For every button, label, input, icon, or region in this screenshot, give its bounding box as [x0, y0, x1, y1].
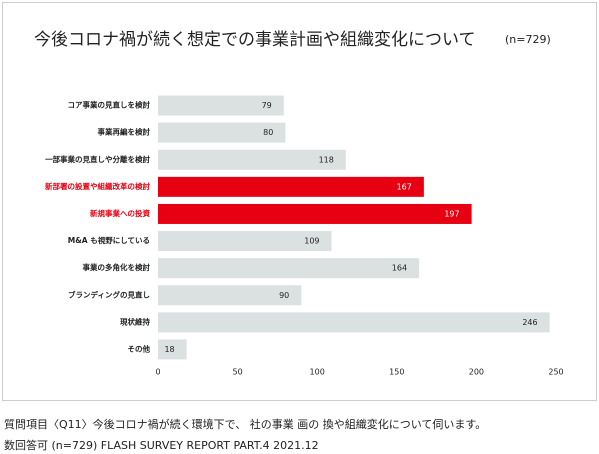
- bar: [158, 231, 332, 252]
- y-tick-label: 一部事業の見直しや分離を検討: [45, 154, 150, 164]
- bar: [158, 149, 346, 170]
- value-label: 197: [444, 209, 459, 218]
- y-tick-label: 事業再編を検討: [98, 127, 151, 137]
- value-label: 167: [397, 182, 412, 191]
- chart-title: 今後コロナ禍が続く想定での事業計画や組織変化について: [34, 30, 476, 50]
- bar: [158, 258, 420, 279]
- y-tick-label: その他: [128, 343, 151, 353]
- footer-note: 質問項目〈Q11〉今後コロナ禍が続く環境下で、 社の事業 画の 換や組織変化につ…: [4, 418, 487, 431]
- x-tick-label: 150: [389, 368, 404, 377]
- value-label: 80: [263, 128, 273, 137]
- value-label: 18: [164, 345, 174, 354]
- y-tick-label: 現状維持: [120, 316, 150, 326]
- value-label: 164: [392, 264, 407, 273]
- bar: [158, 122, 286, 143]
- bar: [158, 312, 550, 333]
- x-tick-label: 200: [469, 368, 484, 377]
- y-tick-label: コア事業の見直しを検討: [68, 100, 151, 110]
- y-tick-label: M&A も視野にしている: [68, 235, 150, 245]
- chart-subtitle: (n=729): [505, 33, 551, 46]
- x-tick-label: 0: [155, 368, 160, 377]
- x-tick-label: 250: [548, 368, 563, 377]
- chart: 今後コロナ禍が続く想定での事業計画や組織変化について (n=729) 0 50 10…: [2, 2, 597, 401]
- y-tick-label: 新規事業への投資: [90, 208, 150, 218]
- value-label: 246: [522, 318, 537, 327]
- y-tick-label: ブランディングの見直し: [68, 289, 150, 299]
- x-tick-label: 100: [310, 368, 325, 377]
- bar: [158, 176, 424, 197]
- x-tick-label: 50: [233, 368, 243, 377]
- bar: [158, 203, 472, 224]
- bar: [158, 285, 302, 306]
- y-tick-label: 新部署の設置や組織改革の検討: [45, 181, 150, 191]
- bar: [158, 95, 284, 116]
- bar: [158, 339, 187, 360]
- chart-frame: [2, 2, 597, 401]
- value-label: 90: [279, 291, 289, 300]
- footer-source: 数回答可 (n=729) FLASH SURVEY REPORT PART.4 …: [4, 439, 319, 452]
- value-label: 109: [304, 237, 319, 246]
- y-tick-label: 事業の多角化を検討: [83, 262, 151, 272]
- value-label: 118: [319, 155, 334, 164]
- value-label: 79: [262, 101, 272, 110]
